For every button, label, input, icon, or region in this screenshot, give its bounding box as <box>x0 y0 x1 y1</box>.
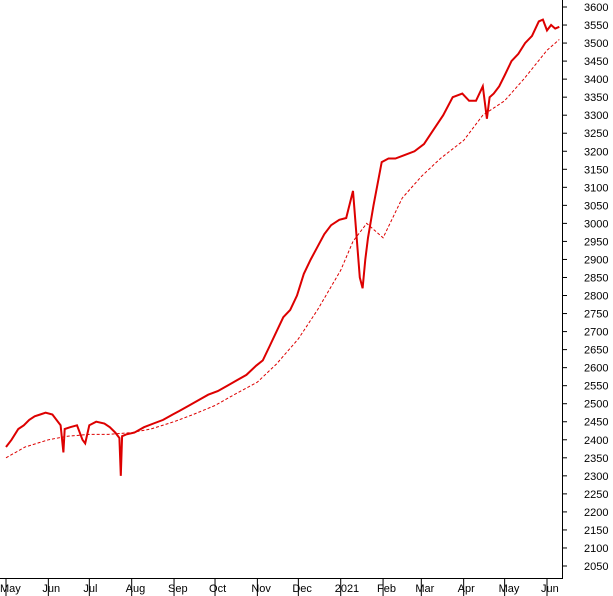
y-tick-label: 2550 <box>584 381 608 393</box>
x-tick-label: Dec <box>292 583 312 595</box>
y-tick-label: 3250 <box>584 128 608 140</box>
y-tick-label: 2600 <box>584 363 608 375</box>
x-tick-label: 2021 <box>335 583 359 595</box>
y-tick-label: 3500 <box>584 38 608 50</box>
x-tick-layer: May Jun Jul Aug Sep Oct Nov Dec 2021 Feb Mar Apr May… <box>0 578 559 596</box>
x-tick-label: Apr <box>458 583 475 595</box>
x-tick-label: May <box>499 583 520 595</box>
y-tick-label: 2900 <box>584 254 608 266</box>
y-tick-label: 2700 <box>584 327 608 339</box>
y-tick-label: 3200 <box>584 146 608 158</box>
y-tick-label: 2800 <box>584 291 608 303</box>
y-tick-label: 3150 <box>584 164 608 176</box>
y-tick-label: 3050 <box>584 200 608 212</box>
x-tick-label: Jul <box>83 583 97 595</box>
y-tick-label: 2450 <box>584 417 608 429</box>
y-tick-label: 2950 <box>584 236 608 248</box>
x-tick-label: Nov <box>251 583 271 595</box>
y-tick-label: 2850 <box>584 272 608 284</box>
y-tick-label: 2250 <box>584 489 608 501</box>
y-tick-label: 2400 <box>584 435 608 447</box>
y-tick-label: 2100 <box>584 543 608 555</box>
x-tick-label: Jun <box>541 583 559 595</box>
y-tick-label: 2750 <box>584 309 608 321</box>
plot-background <box>0 0 562 578</box>
y-tick-label: 2350 <box>584 453 608 465</box>
y-tick-label: 2200 <box>584 507 608 519</box>
x-tick-label: Feb <box>377 583 396 595</box>
x-tick-label: Aug <box>126 583 146 595</box>
y-tick-label: 2050 <box>584 561 608 573</box>
x-tick-label: Mar <box>415 583 434 595</box>
series-layer <box>5 18 560 476</box>
y-tick-label: 3550 <box>584 20 608 32</box>
y-tick-layer: 2050 2100 2150 2200 2250 2300 2350 2400 2450 2500… <box>562 2 608 573</box>
x-tick-label: Oct <box>209 583 226 595</box>
moving-average-line <box>5 39 560 459</box>
y-tick-label: 3400 <box>584 74 608 86</box>
y-tick-label: 2150 <box>584 525 608 537</box>
y-tick-label: 2300 <box>584 471 608 483</box>
y-tick-label: 3350 <box>584 92 608 104</box>
y-tick-label: 3600 <box>584 2 608 14</box>
y-tick-label: 3450 <box>584 56 608 68</box>
y-tick-label: 3300 <box>584 110 608 122</box>
x-tick-label: Sep <box>168 583 188 595</box>
y-tick-label: 2650 <box>584 345 608 357</box>
x-tick-label: Jun <box>42 583 60 595</box>
y-tick-label: 3000 <box>584 218 608 230</box>
y-tick-label: 2500 <box>584 399 608 411</box>
x-tick-label: May <box>0 583 21 595</box>
y-tick-label: 3100 <box>584 182 608 194</box>
